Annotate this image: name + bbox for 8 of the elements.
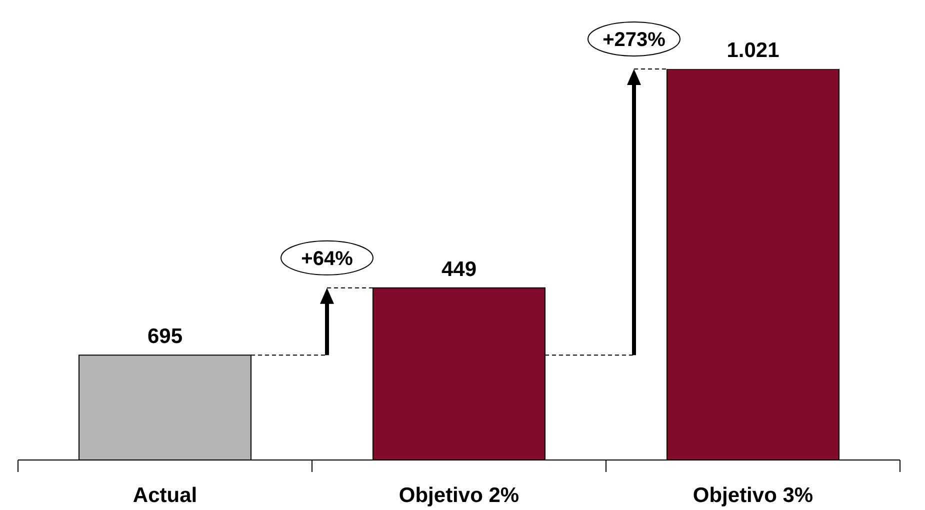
x-tick-label: Objetivo 2% [398,484,520,507]
annotation: 1.021 [726,39,780,62]
x-tick-label: Objetivo 3% [692,484,814,507]
text: +273% [602,29,666,51]
x-tick-label: Actual [132,484,198,507]
data-label: 695 [147,325,183,348]
annotation: +64% [301,248,354,270]
annotation: 449 [441,258,477,281]
